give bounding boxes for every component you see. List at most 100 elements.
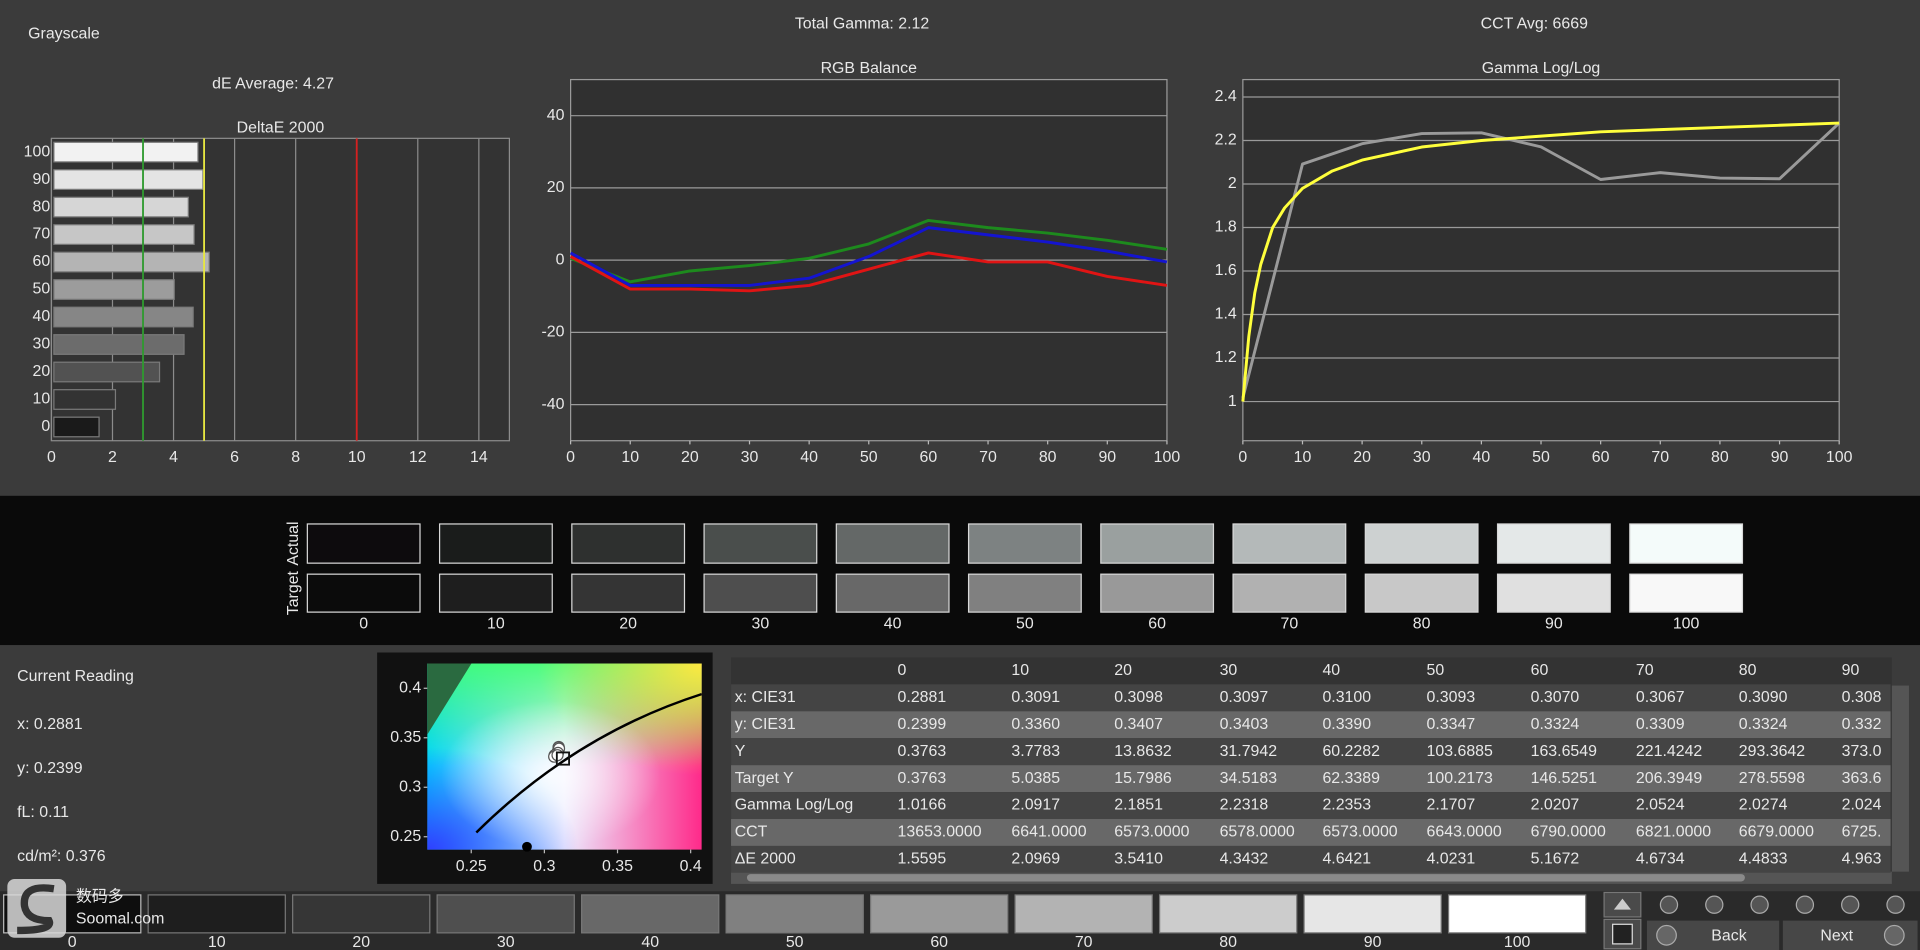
y-tick-label: 0 [556, 251, 565, 268]
row-label: CCT [735, 824, 768, 841]
table-cell: 0.3403 [1220, 716, 1269, 733]
level-button[interactable] [1158, 894, 1298, 934]
series-line [570, 218, 1168, 284]
table-row [731, 684, 1891, 712]
table-cell: 146.5251 [1531, 770, 1598, 787]
level-button[interactable] [147, 894, 286, 934]
x-tick-label: 6 [230, 449, 239, 466]
table-cell: 0.3390 [1322, 716, 1371, 733]
x-tick-label: 20 [681, 449, 699, 466]
bar [53, 169, 204, 190]
level-label: 40 [641, 934, 659, 950]
y-tick-label: -20 [541, 324, 564, 341]
control-button[interactable] [1795, 895, 1815, 914]
control-button[interactable] [1705, 895, 1724, 914]
table-cell: 0.3347 [1427, 716, 1476, 733]
y-tick-label: 40 [547, 107, 565, 124]
reading-line: cd/m²: 0.376 [17, 848, 106, 865]
column-header: 80 [1739, 662, 1757, 679]
chart-heading: dE Average: 4.27 [212, 76, 334, 93]
control-button[interactable] [1841, 895, 1860, 914]
up-icon [1613, 898, 1632, 910]
table-row [731, 765, 1891, 793]
gamut-corner [427, 663, 472, 735]
y-tick-label: 0.25 [390, 828, 421, 845]
level-label: 0 [68, 934, 77, 950]
level-button[interactable] [1014, 894, 1153, 934]
swatch [1232, 523, 1347, 564]
chart-heading: CCT Avg: 6669 [1481, 16, 1588, 33]
y-tick-label: 1.6 [1215, 262, 1237, 279]
table-cell: 6573.0000 [1322, 824, 1397, 841]
column-header: 0 [898, 662, 907, 679]
y-tick-label: 10 [32, 391, 50, 408]
level-button[interactable] [436, 894, 575, 934]
level-label: 100 [1504, 934, 1531, 950]
table-cell: 0.2399 [898, 716, 947, 733]
scrollbar-vertical[interactable] [1891, 685, 1909, 872]
table-cell: 0.2881 [898, 689, 947, 706]
x-tick-label: 40 [800, 449, 818, 466]
x-tick-label: 20 [1353, 449, 1371, 466]
rgb-balance-chart: Total Gamma: 2.12 RGB Balance -40 -20 0 20 40 0… [541, 16, 1180, 466]
y-tick-label: 20 [32, 363, 50, 380]
swatch [1100, 573, 1215, 613]
back-label[interactable]: Back [1711, 928, 1746, 945]
level-button[interactable] [725, 894, 864, 934]
bar [53, 416, 100, 438]
swatch [306, 523, 421, 564]
table-cell: 0.3324 [1739, 716, 1788, 733]
table-cell: 0.332 [1842, 716, 1882, 733]
row-label: Target Y [735, 770, 794, 787]
table-cell: 2.1851 [1114, 797, 1163, 814]
table-cell: 0.3091 [1011, 689, 1060, 706]
swatch [967, 523, 1082, 564]
watermark-site: Soomal.com [76, 911, 164, 928]
level-button[interactable] [1303, 894, 1442, 934]
swatch [1364, 523, 1479, 564]
y-tick-label: 0.35 [390, 729, 421, 746]
table-cell: 2.024 [1842, 797, 1882, 814]
table-cell: 3.5410 [1114, 851, 1163, 868]
table-cell: 6790.0000 [1531, 824, 1606, 841]
x-tick-label: 80 [1711, 449, 1729, 466]
bar [53, 141, 199, 163]
table-cell: 4.0231 [1427, 851, 1476, 868]
y-tick-label: 20 [547, 179, 565, 196]
control-button[interactable] [1750, 895, 1769, 914]
chart-heading: Total Gamma: 2.12 [795, 16, 930, 33]
level-button[interactable] [1447, 894, 1587, 934]
series-line [569, 226, 1168, 287]
bar [53, 389, 117, 410]
watermark: 数码多 Soomal.com [7, 878, 164, 938]
chart-title: DeltaE 2000 [237, 120, 325, 137]
table-cell: 6643.0000 [1427, 824, 1502, 841]
bar [53, 361, 161, 383]
table-row [731, 738, 1891, 766]
level-button[interactable] [292, 894, 431, 934]
x-tick-label: 100 [1154, 449, 1181, 466]
column-header: 30 [1220, 662, 1238, 679]
x-tick-label: 70 [1651, 449, 1669, 466]
swatch-label: 0 [359, 616, 368, 633]
current-point [522, 841, 532, 852]
column-header: 70 [1636, 662, 1654, 679]
control-button[interactable] [1659, 895, 1679, 914]
swatch-row-label: Actual [285, 521, 302, 565]
bar [53, 279, 175, 300]
x-tick-label: 90 [1098, 449, 1116, 466]
swatch-label: 50 [1016, 616, 1034, 633]
x-tick-label: 12 [409, 449, 427, 466]
level-button[interactable] [581, 894, 720, 934]
level-button[interactable] [870, 894, 1009, 934]
level-label: 60 [930, 934, 948, 950]
scrollbar-thumb[interactable] [746, 874, 1745, 882]
swatch-label: 60 [1148, 616, 1166, 633]
swatch [438, 573, 553, 613]
x-tick-label: 8 [291, 449, 300, 466]
check-button[interactable] [1886, 895, 1905, 914]
next-label[interactable]: Next [1820, 928, 1853, 945]
table-cell: 0.3763 [898, 770, 947, 787]
table-cell: 6578.0000 [1220, 824, 1295, 841]
swatch-label: 80 [1413, 616, 1431, 633]
